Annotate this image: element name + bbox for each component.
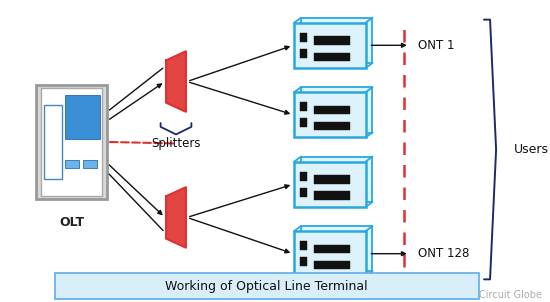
Polygon shape [166,187,186,248]
Text: Circuit Globe: Circuit Globe [478,291,542,300]
Bar [300,49,307,58]
Polygon shape [166,51,186,112]
Bar [314,191,350,200]
Text: Splitters: Splitters [151,137,201,150]
Bar [44,104,62,179]
Bar [314,53,350,61]
Text: Users: Users [514,143,549,156]
Bar [314,261,350,269]
Bar [301,18,372,63]
Bar [300,188,307,197]
Bar [300,102,307,111]
Bar [294,23,366,68]
Bar [300,172,307,181]
Bar [300,33,307,42]
Bar [294,92,366,137]
Bar [294,162,366,207]
Text: ONT 128: ONT 128 [418,247,469,260]
Bar [314,36,350,45]
Bar [314,245,350,253]
Text: Working of Optical Line Terminal: Working of Optical Line Terminal [166,280,368,293]
Bar [300,257,307,266]
Bar [301,226,372,271]
Bar [55,273,478,299]
Bar [301,87,372,133]
Bar [65,95,100,139]
Bar [301,157,372,202]
Bar [314,122,350,130]
Text: OLT: OLT [59,216,84,229]
Bar [83,160,97,168]
Bar [300,241,307,250]
Bar [314,175,350,184]
Bar [36,85,107,199]
Bar [65,160,79,168]
Bar [300,118,307,127]
Bar [294,231,366,276]
Bar [314,106,350,114]
Bar [41,88,102,196]
Text: ONT 1: ONT 1 [418,39,454,52]
